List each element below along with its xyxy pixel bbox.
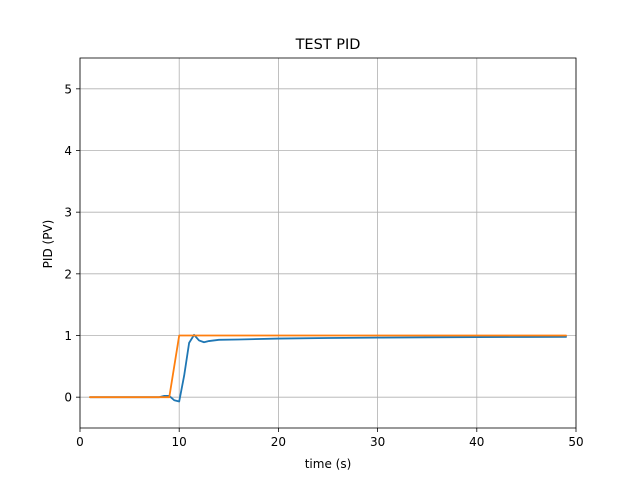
x-tick-label: 40	[469, 435, 484, 449]
y-tick-label: 2	[64, 267, 72, 281]
ticks: 0 10 20 30 40 50 0 1 2 3 4 5	[64, 82, 583, 449]
y-axis-label: PID (PV)	[41, 220, 55, 269]
y-tick-label: 3	[64, 206, 72, 220]
x-tick-label: 0	[76, 435, 84, 449]
plot-frame	[79, 57, 577, 429]
x-axis-label: time (s)	[305, 457, 352, 471]
series-group	[89, 333, 567, 403]
series-line-2	[89, 334, 567, 399]
x-tick-label: 30	[370, 435, 385, 449]
chart-title: TEST PID	[295, 37, 361, 53]
x-tick-label: 10	[172, 435, 187, 449]
series-line-1	[89, 333, 567, 403]
y-tick-label: 0	[64, 391, 72, 405]
y-tick-label: 4	[64, 144, 72, 158]
x-tick-label: 50	[568, 435, 583, 449]
y-tick-label: 5	[64, 82, 72, 96]
y-tick-label: 1	[64, 329, 72, 343]
x-tick-label: 20	[271, 435, 286, 449]
